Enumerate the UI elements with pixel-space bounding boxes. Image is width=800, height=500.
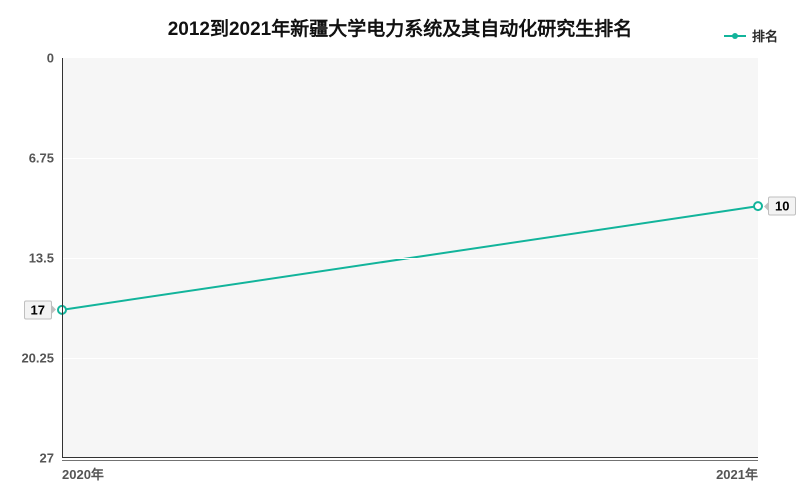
y-tick-label: 27 [40,451,62,466]
legend-label: 排名 [752,26,778,45]
plot-area: 06.7513.520.25272020年2021年1710 [62,58,758,458]
y-tick-label: 13.5 [29,251,62,266]
axis-line-left [62,58,63,458]
y-tick-label: 6.75 [29,151,62,166]
x-tick-label: 2021年 [716,458,758,483]
y-tick-label: 20.25 [21,351,62,366]
gridline-h [62,258,758,259]
legend-swatch [724,35,746,37]
gridline-h [62,358,758,359]
axis-line-bottom [62,457,758,458]
chart-title: 2012到2021年新疆大学电力系统及其自动化研究生排名 [0,14,800,41]
legend: 排名 [724,26,778,45]
point-label: 10 [768,197,796,216]
gridline-h [62,158,758,159]
y-tick-label: 0 [47,51,62,66]
point-label: 17 [24,300,52,319]
x-tick-label: 2020年 [62,458,104,483]
